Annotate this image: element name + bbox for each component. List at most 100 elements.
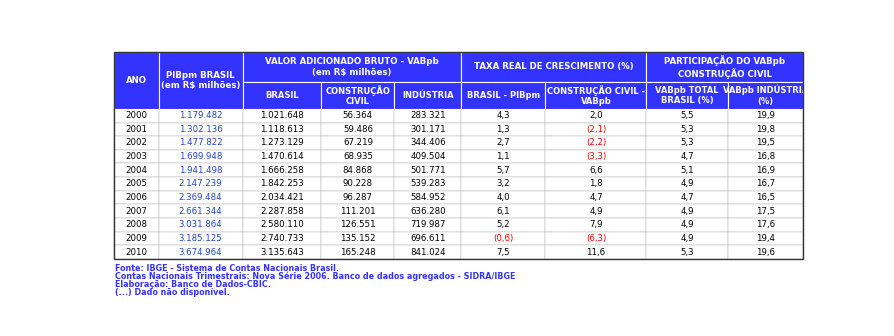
Text: 5,1: 5,1: [679, 166, 693, 175]
Bar: [727, 218, 803, 232]
Bar: [727, 232, 803, 245]
Text: 4,9: 4,9: [679, 234, 693, 243]
Bar: [114, 204, 158, 218]
Text: 2000: 2000: [125, 111, 148, 120]
Text: 2.661.344: 2.661.344: [179, 207, 223, 216]
Bar: [114, 123, 158, 136]
Text: 2002: 2002: [125, 138, 148, 148]
Text: 2.034.421: 2.034.421: [260, 193, 304, 202]
Bar: [394, 191, 460, 204]
Text: 4,9: 4,9: [588, 207, 602, 216]
Bar: [727, 204, 803, 218]
Text: 19,8: 19,8: [755, 125, 774, 134]
Text: 3.031.864: 3.031.864: [179, 220, 223, 229]
Text: 6,6: 6,6: [588, 166, 602, 175]
Text: 96.287: 96.287: [342, 193, 373, 202]
Text: 2,7: 2,7: [496, 138, 510, 148]
Bar: [727, 82, 803, 109]
Bar: [242, 163, 321, 177]
Text: 68.935: 68.935: [342, 152, 373, 161]
Bar: [158, 218, 242, 232]
Bar: [321, 232, 394, 245]
Text: 2010: 2010: [125, 248, 148, 257]
Text: 636.280: 636.280: [409, 207, 445, 216]
Bar: [727, 191, 803, 204]
Bar: [645, 232, 727, 245]
Bar: [460, 123, 544, 136]
Text: 719.987: 719.987: [409, 220, 445, 229]
Bar: [394, 109, 460, 123]
Bar: [544, 245, 645, 259]
Text: 7,5: 7,5: [496, 248, 510, 257]
Text: 90.228: 90.228: [342, 179, 373, 188]
Bar: [460, 177, 544, 191]
Bar: [321, 150, 394, 163]
Bar: [645, 177, 727, 191]
Text: 2.287.858: 2.287.858: [260, 207, 304, 216]
Bar: [460, 136, 544, 150]
Text: (2,1): (2,1): [585, 125, 605, 134]
Text: 1.699.948: 1.699.948: [179, 152, 222, 161]
Bar: [394, 232, 460, 245]
Bar: [544, 232, 645, 245]
Text: 409.504: 409.504: [409, 152, 445, 161]
Text: 4,9: 4,9: [679, 220, 693, 229]
Bar: [242, 218, 321, 232]
Bar: [394, 177, 460, 191]
Text: 56.364: 56.364: [342, 111, 373, 120]
Text: 4,7: 4,7: [588, 193, 602, 202]
Bar: [460, 245, 544, 259]
Bar: [727, 245, 803, 259]
Bar: [544, 136, 645, 150]
Bar: [394, 150, 460, 163]
Text: 539.283: 539.283: [409, 179, 445, 188]
Bar: [158, 177, 242, 191]
Text: 84.868: 84.868: [342, 166, 373, 175]
Text: 4,9: 4,9: [679, 179, 693, 188]
Text: 165.248: 165.248: [340, 248, 375, 257]
Text: 301.171: 301.171: [409, 125, 445, 134]
Text: (...) Dado não disponível.: (...) Dado não disponível.: [115, 288, 230, 297]
Text: 1,3: 1,3: [496, 125, 510, 134]
Text: 584.952: 584.952: [409, 193, 445, 202]
Bar: [158, 232, 242, 245]
Text: 19,4: 19,4: [755, 234, 774, 243]
Bar: [321, 109, 394, 123]
Bar: [114, 177, 158, 191]
Text: TAXA REAL DE CRESCIMENTO (%): TAXA REAL DE CRESCIMENTO (%): [474, 62, 633, 71]
Text: 2007: 2007: [125, 207, 148, 216]
Bar: [645, 191, 727, 204]
Text: CONSTRUÇÃO CIVIL -
VABpb: CONSTRUÇÃO CIVIL - VABpb: [546, 85, 645, 106]
Text: 4,9: 4,9: [679, 207, 693, 216]
Bar: [394, 123, 460, 136]
Bar: [394, 163, 460, 177]
Bar: [544, 191, 645, 204]
Text: 2.580.110: 2.580.110: [260, 220, 304, 229]
Text: CONSTRUÇÃO
CIVIL: CONSTRUÇÃO CIVIL: [325, 85, 390, 106]
Bar: [645, 136, 727, 150]
Text: 5,3: 5,3: [679, 138, 693, 148]
Bar: [645, 163, 727, 177]
Text: 16,7: 16,7: [755, 179, 774, 188]
Text: 4,7: 4,7: [679, 193, 693, 202]
Bar: [460, 52, 645, 82]
Bar: [114, 109, 158, 123]
Text: Contas Nacionais Trimestrais: Nova Série 2006. Banco de dados agregados - SIDRA/: Contas Nacionais Trimestrais: Nova Série…: [115, 272, 515, 281]
Bar: [727, 123, 803, 136]
Bar: [158, 204, 242, 218]
Bar: [727, 136, 803, 150]
Bar: [544, 109, 645, 123]
Text: 4,7: 4,7: [679, 152, 693, 161]
Text: 1.179.482: 1.179.482: [179, 111, 222, 120]
Bar: [460, 163, 544, 177]
Bar: [242, 245, 321, 259]
Bar: [242, 123, 321, 136]
Text: 19,6: 19,6: [755, 248, 774, 257]
Text: (3,3): (3,3): [585, 152, 605, 161]
Text: 2004: 2004: [125, 166, 148, 175]
Text: 2.147.239: 2.147.239: [179, 179, 222, 188]
Text: 16,9: 16,9: [755, 166, 774, 175]
Text: 1,1: 1,1: [496, 152, 510, 161]
Text: 1.302.136: 1.302.136: [179, 125, 223, 134]
Bar: [321, 123, 394, 136]
